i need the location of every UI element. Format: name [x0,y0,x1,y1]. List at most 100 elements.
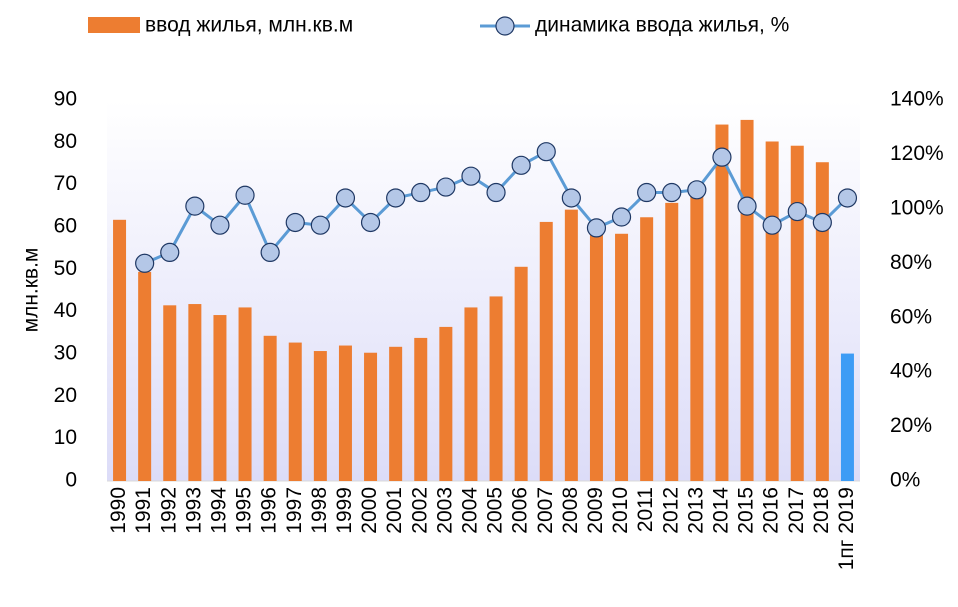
bar [414,337,428,481]
y-tick-label: 40 [54,299,77,322]
line-marker [837,188,858,208]
x-tick-label: 2011 [634,487,657,532]
y-tick-label: 90 [54,88,77,111]
legend-swatch [88,17,140,33]
y2-tick-label: 0% [890,469,920,492]
y2-tick-label: 120% [890,142,944,165]
legend-label: динамика ввода жилья, % [535,14,789,37]
y-axis-label: млн.кв.м [20,248,43,333]
bar [740,119,754,481]
y2-tick-label: 100% [890,196,944,219]
y-tick-label: 60 [54,215,77,238]
bar [765,141,779,481]
legend-label: ввод жилья, млн.кв.м [145,14,353,37]
line-marker [687,180,707,200]
bar [615,233,629,481]
y-tick-label: 10 [54,426,77,449]
bar [238,307,252,481]
y-tick-label: 30 [54,342,77,365]
line-marker [285,212,305,233]
line-marker [611,207,632,227]
x-tick-label: 1пг 2019 [835,487,858,570]
line-marker [586,218,607,238]
line-marker [561,188,581,208]
bar [389,346,403,481]
x-tick-label: 2000 [358,487,381,534]
line-marker [386,188,406,208]
bar [213,315,227,481]
y-tick-label: 80 [54,130,77,153]
line-marker [210,215,230,235]
bar [263,335,277,481]
x-tick-label: 2018 [810,487,833,534]
x-tick-label: 1996 [258,487,281,534]
x-tick-label: 2015 [735,487,758,534]
bar [464,307,478,481]
y2-tick-label: 140% [890,88,944,111]
x-tick-label: 2016 [760,487,783,534]
x-tick-label: 1997 [283,487,306,534]
bar [665,202,679,481]
x-tick-label: 2017 [785,487,808,534]
line-marker [737,196,757,216]
plot-area [107,100,860,481]
x-tick-label: 1999 [333,487,356,534]
line-marker [335,188,356,208]
bar [815,162,829,482]
bar [188,304,202,481]
line-marker [712,147,732,167]
bar [163,305,177,481]
bar [514,266,528,481]
x-tick-label: 2008 [559,487,582,534]
line-marker [260,242,280,262]
line-marker [135,253,155,273]
x-tick-label: 1992 [157,487,180,534]
line-marker [536,142,556,162]
line-marker [411,182,431,203]
x-tick-label: 2007 [534,487,557,534]
x-tick-label: 2005 [484,487,507,534]
bar [288,342,302,481]
bar [489,296,503,481]
bar [113,219,127,481]
y2-tick-label: 80% [890,251,932,274]
bar [564,209,578,482]
x-tick-label: 1994 [207,487,230,534]
y-tick-label: 70 [54,172,77,195]
y-tick-label: 50 [54,257,77,280]
x-tick-label: 1998 [308,487,331,534]
x-tick-label: 2003 [433,487,456,534]
bar [439,326,453,481]
bar [138,271,152,481]
x-tick-label: 1993 [182,487,205,534]
line-marker [185,196,205,216]
bar [313,351,327,481]
bar [840,353,854,481]
line-marker [787,201,807,222]
x-tick-label: 1990 [107,487,130,534]
line-marker [310,215,330,235]
x-tick-label: 2013 [684,487,707,534]
x-tick-label: 2009 [584,487,607,534]
y-tick-label: 20 [54,384,77,407]
line-marker [436,177,456,197]
x-tick-label: 2006 [509,487,532,534]
line-marker [461,166,481,186]
bar [338,345,352,481]
line-marker [360,212,381,233]
line-marker [235,185,255,205]
y2-tick-label: 60% [890,305,932,328]
bar [715,124,729,481]
x-tick-label: 2014 [709,487,732,534]
line-marker [812,212,832,233]
x-tick-label: 2002 [408,487,431,534]
bar [640,217,654,481]
y2-tick-label: 40% [890,360,932,383]
bar [690,182,704,482]
bar [790,145,804,481]
bar [589,227,603,481]
line-marker [160,242,180,262]
x-tick-label: 2010 [609,487,632,534]
y2-tick-label: 20% [890,414,932,437]
